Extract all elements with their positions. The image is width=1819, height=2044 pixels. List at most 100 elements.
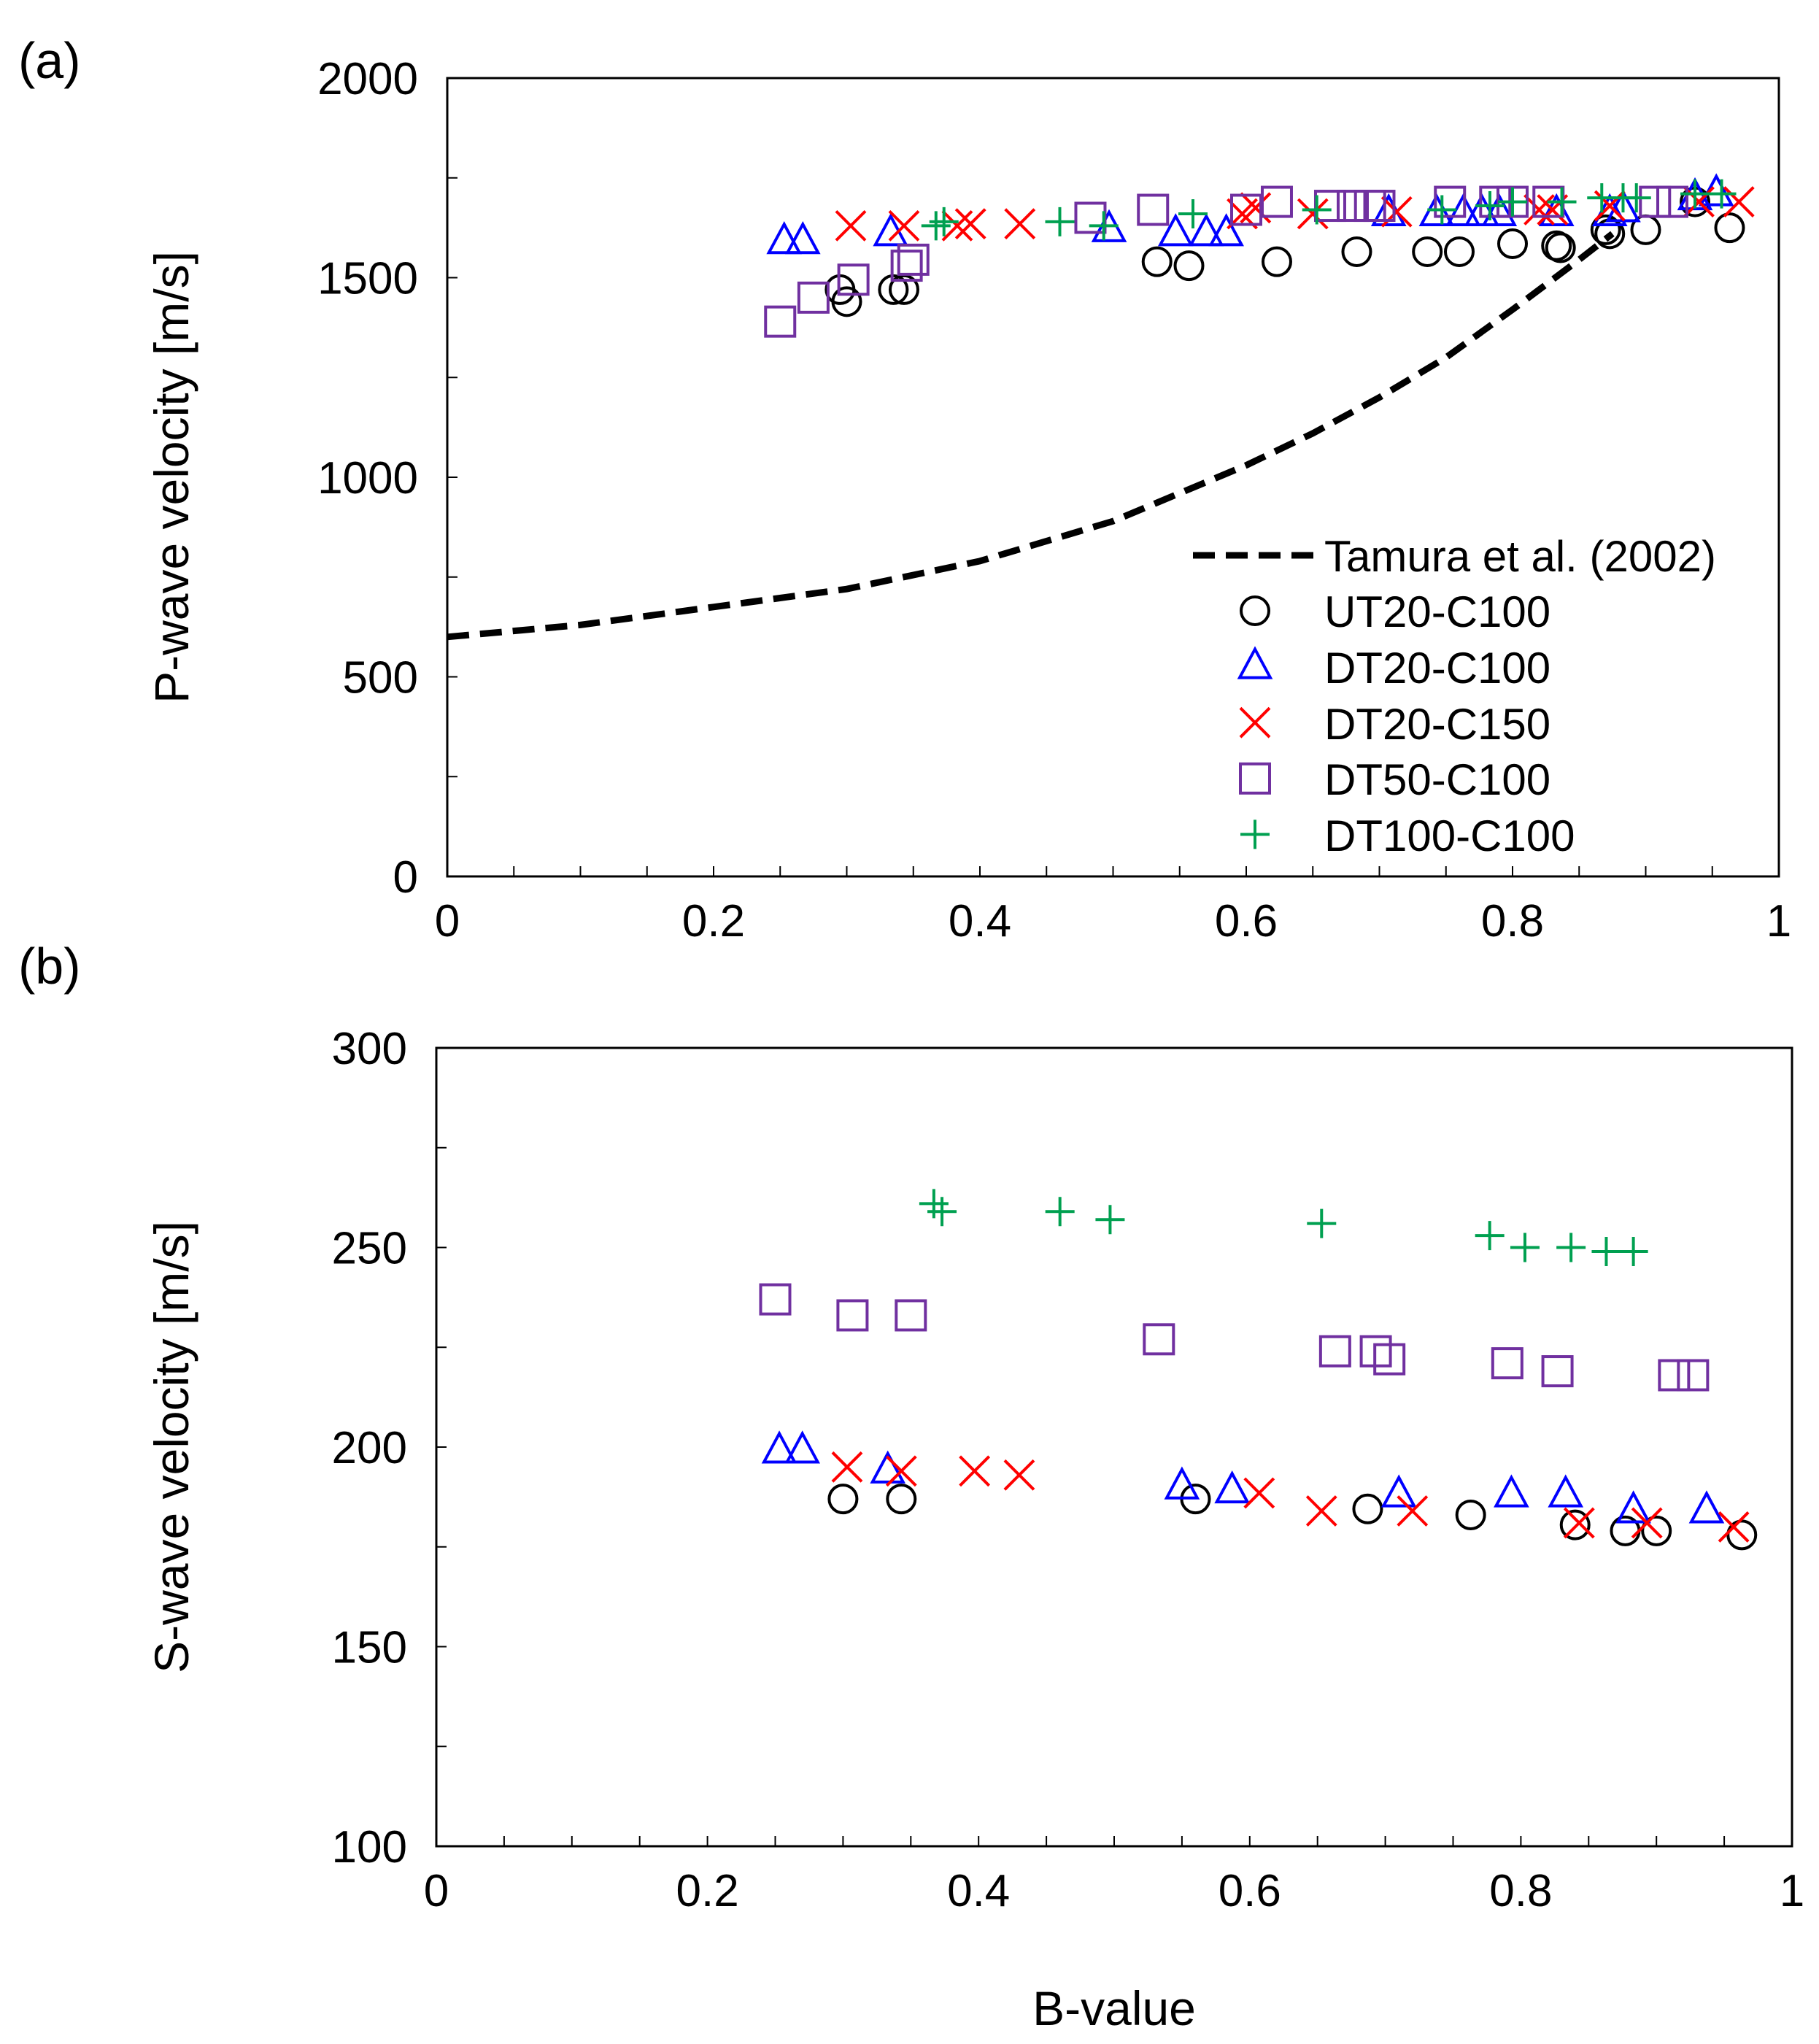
- point-dt50-c100: [895, 1299, 927, 1332]
- x-tick-label: 0.2: [682, 896, 745, 946]
- point-ut20-c100: [1455, 1499, 1486, 1530]
- point-dt100-c100: [1591, 1236, 1621, 1266]
- x-tick-label: 0.8: [1481, 896, 1544, 946]
- point-dt20-c150: [959, 1455, 991, 1487]
- x-tick-label: 0.6: [1219, 1866, 1281, 1916]
- y-tick-label: 2000: [317, 54, 418, 104]
- point-ut20-c100: [827, 1484, 859, 1515]
- point-dt100-c100: [919, 1189, 949, 1219]
- point-ut20-c100: [1341, 236, 1372, 267]
- point-ut20-c100: [886, 1484, 917, 1515]
- point-dt20-c100: [766, 221, 803, 255]
- point-ut20-c100: [888, 274, 919, 305]
- point-dt100-c100: [1498, 187, 1527, 217]
- point-ut20-c100: [1641, 1515, 1672, 1546]
- panel-b-ticks: [436, 1047, 1793, 1847]
- x-tick-label: 1: [1780, 1866, 1804, 1916]
- x-tick-label: 0: [424, 1866, 449, 1916]
- point-dt20-c100: [1380, 1474, 1417, 1508]
- point-dt100-c100: [1302, 195, 1332, 225]
- point-ut20-c100: [1173, 250, 1205, 282]
- y-tick-label: 150: [332, 1623, 407, 1673]
- point-dt20-c150: [941, 209, 973, 242]
- x-tick-label: 0.6: [1215, 896, 1278, 946]
- point-dt20-c150: [1631, 1507, 1663, 1539]
- y-tick-label: 0: [393, 852, 418, 903]
- point-dt20-c100: [1494, 1474, 1529, 1508]
- y-tick-label: 1500: [317, 254, 418, 304]
- x-tick-label: 0: [435, 896, 460, 946]
- point-dt100-c100: [927, 1197, 957, 1227]
- panel-b-data-points: [759, 1189, 1758, 1551]
- point-dt50-c100: [1434, 185, 1467, 218]
- point-dt50-c100: [1260, 185, 1293, 218]
- point-ut20-c100: [1141, 246, 1173, 277]
- point-dt20-c150: [885, 1455, 917, 1487]
- x-tick-label: 0.8: [1489, 1866, 1552, 1916]
- point-dt50-c100: [1541, 1355, 1574, 1388]
- point-ut20-c100: [831, 286, 862, 317]
- point-dt20-c100: [1164, 1466, 1200, 1500]
- point-dt100-c100: [929, 207, 959, 236]
- point-dt20-c100: [1188, 213, 1224, 247]
- point-dt20-c100: [1548, 1474, 1584, 1508]
- panel-a-x-tick-labels: 0 0.2 0.4 0.6 0.8 1: [435, 896, 1791, 946]
- point-dt50-c100: [764, 305, 797, 338]
- point-dt20-c150: [1683, 186, 1715, 217]
- point-dt20-c100: [1481, 193, 1518, 226]
- point-ut20-c100: [1497, 228, 1528, 260]
- panel-b-x-axis-title: B-value: [1032, 1981, 1196, 2035]
- point-dt100-c100: [1045, 207, 1075, 236]
- y-tick-label: 200: [332, 1423, 407, 1473]
- point-dt50-c100: [836, 1299, 869, 1332]
- y-tick-label: 100: [332, 1822, 407, 1873]
- point-dt20-c150: [835, 209, 867, 242]
- panel-a-p-wave-chart: (a) P-wave velocity [m/s] 0 0.2 0.4 0.6 …: [18, 32, 1791, 946]
- point-dt20-c100: [1615, 1490, 1651, 1524]
- point-dt100-c100: [1427, 195, 1457, 225]
- point-ut20-c100: [1590, 214, 1621, 245]
- point-dt100-c100: [1707, 179, 1737, 209]
- point-dt20-c150: [1594, 190, 1626, 222]
- legend-marker-dt100-c100: [1240, 819, 1270, 849]
- point-ut20-c100: [1444, 236, 1475, 267]
- x-tick-label: 0.4: [949, 896, 1011, 946]
- legend-label-dt20-c150: DT20-C150: [1324, 700, 1550, 749]
- point-dt50-c100: [1318, 1335, 1351, 1368]
- point-dt20-c100: [761, 1430, 797, 1464]
- point-dt100-c100: [1475, 1221, 1505, 1251]
- point-ut20-c100: [1559, 1509, 1591, 1540]
- y-tick-label: 1000: [317, 453, 418, 504]
- point-dt20-c150: [1397, 1495, 1429, 1527]
- point-dt20-c150: [1004, 208, 1036, 240]
- point-dt20-c150: [1563, 1507, 1595, 1539]
- point-dt20-c100: [784, 1430, 821, 1464]
- panel-b-y-axis-title: S-wave velocity [m/s]: [144, 1221, 198, 1673]
- point-dt50-c100: [1373, 1343, 1406, 1376]
- point-dt100-c100: [1547, 187, 1577, 217]
- legend-label-dt50-c100: DT50-C100: [1324, 755, 1550, 804]
- point-dt100-c100: [1307, 1208, 1337, 1238]
- point-dt100-c100: [921, 211, 951, 241]
- point-ut20-c100: [1412, 236, 1443, 267]
- point-dt20-c150: [1297, 198, 1329, 230]
- point-dt50-c100: [1363, 190, 1396, 223]
- point-dt20-c100: [1157, 213, 1194, 247]
- point-dt50-c100: [1491, 1347, 1523, 1380]
- point-dt50-c100: [890, 250, 923, 282]
- y-tick-label: 300: [332, 1024, 407, 1074]
- x-tick-label: 0.4: [947, 1866, 1010, 1916]
- point-dt20-c150: [1243, 1477, 1275, 1509]
- point-dt50-c100: [1137, 193, 1170, 226]
- point-dt20-c100: [870, 1450, 906, 1484]
- point-dt100-c100: [1621, 183, 1651, 213]
- point-dt100-c100: [1178, 198, 1208, 228]
- point-dt50-c100: [1337, 190, 1369, 223]
- point-ut20-c100: [1352, 1493, 1383, 1524]
- point-dt20-c150: [1718, 1511, 1750, 1543]
- panel-a-y-axis-title: P-wave velocity [m/s]: [144, 251, 198, 703]
- point-ut20-c100: [1714, 212, 1745, 244]
- point-dt50-c100: [797, 281, 830, 314]
- point-dt100-c100: [1045, 1197, 1075, 1227]
